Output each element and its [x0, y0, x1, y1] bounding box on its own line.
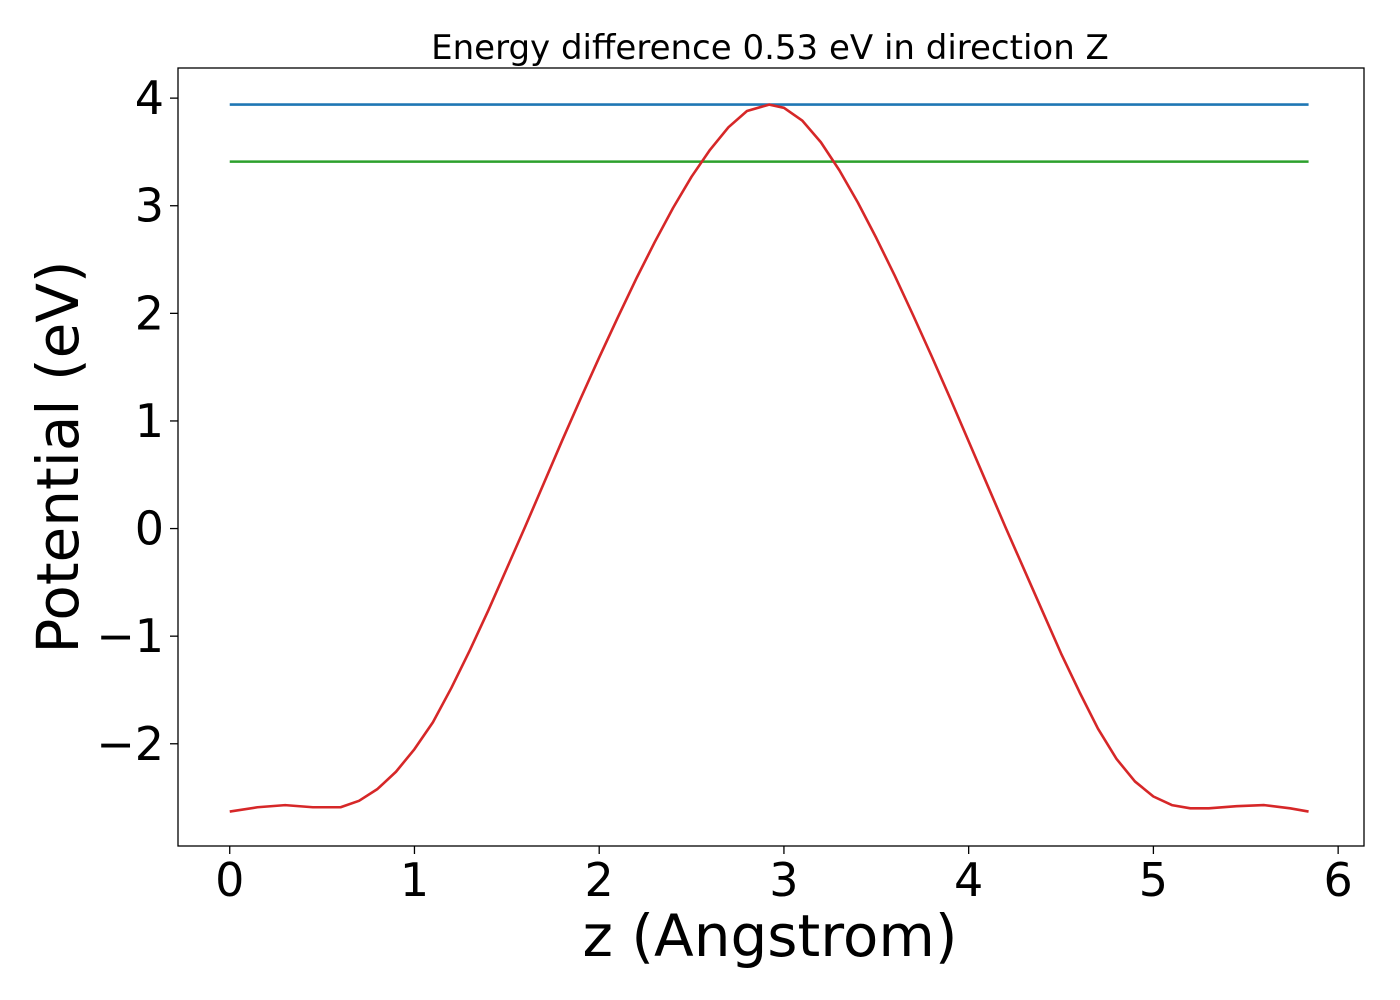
y-tick-label: 4 [135, 71, 164, 125]
x-tick-label: 1 [400, 853, 429, 907]
y-tick-label: 0 [135, 502, 164, 556]
x-tick-label: 6 [1323, 853, 1352, 907]
x-axis: 0 1 2 3 4 5 6 [215, 846, 1353, 907]
y-tick-label: 1 [135, 394, 164, 448]
y-tick-label: −2 [96, 717, 164, 771]
x-axis-label: z (Angstrom) [583, 902, 958, 970]
y-axis: −2 −1 0 1 2 3 4 [96, 71, 178, 771]
plot-frame [177, 67, 1365, 847]
x-tick-label: 2 [585, 853, 614, 907]
y-tick-label: 2 [135, 286, 164, 340]
x-tick-label: 4 [954, 853, 983, 907]
x-tick-label: 0 [215, 853, 244, 907]
y-tick-label: −1 [96, 609, 164, 663]
series-line-3 [229, 103, 1309, 813]
x-tick-label: 3 [769, 853, 798, 907]
x-tick-label: 5 [1139, 853, 1168, 907]
y-axis-label: Potential (eV) [24, 260, 92, 653]
plot-lines [229, 103, 1309, 813]
chart-title: Energy difference 0.53 eV in direction Z [431, 28, 1109, 68]
y-tick-label: 3 [135, 179, 164, 233]
